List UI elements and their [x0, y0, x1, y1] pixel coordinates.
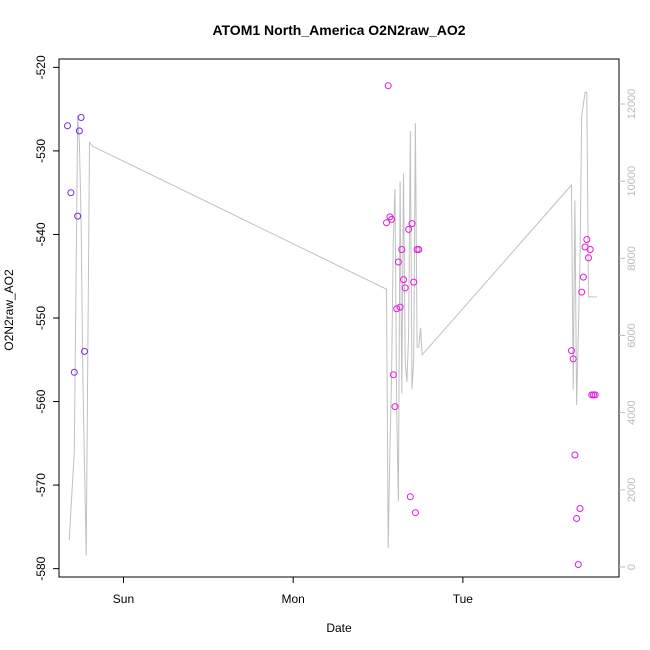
- y-left-tick-label: -530: [34, 139, 48, 163]
- data-point: [571, 451, 579, 459]
- data-point: [574, 561, 582, 568]
- series-line-0: [68, 91, 597, 556]
- y-left-tick-label: -520: [34, 55, 48, 79]
- data-point: [391, 403, 399, 411]
- data-point: [384, 82, 392, 90]
- data-point: [64, 122, 71, 130]
- data-point: [576, 505, 584, 512]
- data-point: [81, 347, 88, 355]
- y-left-tick-label: -580: [34, 556, 48, 580]
- data-point: [383, 219, 390, 227]
- data-point: [389, 371, 397, 379]
- y-right-tick-label: 4000: [626, 400, 638, 424]
- data-point: [583, 236, 591, 243]
- data-point: [578, 288, 586, 296]
- x-tick-label: Tue: [453, 592, 474, 606]
- data-point: [394, 258, 402, 266]
- y-left-tick-label: -560: [34, 389, 48, 413]
- data-point: [401, 284, 409, 292]
- data-point: [585, 254, 592, 262]
- data-point: [400, 276, 407, 284]
- data-point: [396, 303, 404, 311]
- data-point: [70, 368, 78, 376]
- data-point: [388, 215, 396, 223]
- data-point: [410, 278, 418, 286]
- y-left-tick-label: -550: [34, 306, 48, 330]
- y-right-tick-label: 12000: [626, 89, 638, 120]
- data-point: [408, 220, 416, 228]
- data-point: [586, 246, 594, 253]
- data-point: [75, 127, 83, 135]
- data-point: [398, 246, 406, 253]
- y-axis-label: O2N2raw_AO2: [2, 269, 16, 351]
- y-left-tick-label: -540: [34, 222, 48, 246]
- y-axis-right: 0 2000 4000 6000 8000 10000 12000: [619, 89, 638, 570]
- y-right-tick-label: 10000: [626, 166, 638, 197]
- y-right-tick-label: 8000: [626, 246, 638, 270]
- data-point: [579, 273, 587, 281]
- points-layer: [64, 82, 599, 568]
- x-tick-label: Mon: [282, 592, 305, 606]
- x-axis-label: Date: [326, 621, 352, 635]
- data-point: [591, 391, 599, 399]
- data-point: [415, 246, 423, 253]
- y-right-tick-label: 2000: [626, 478, 638, 502]
- chart-title: ATOM1 North_America O2N2raw_AO2: [212, 22, 465, 38]
- data-point: [568, 347, 575, 355]
- data-point: [573, 515, 581, 522]
- data-point: [406, 493, 414, 501]
- data-point: [77, 114, 85, 121]
- y-right-tick-label: 6000: [626, 323, 638, 347]
- x-tick-label: Sun: [113, 592, 134, 606]
- y-left-tick-label: -570: [34, 473, 48, 497]
- x-axis: Sun Mon Tue: [113, 577, 474, 606]
- data-point: [393, 305, 401, 313]
- data-point: [411, 509, 419, 517]
- data-point: [569, 355, 577, 363]
- y-axis-left: -520 -530 -540 -550 -560 -570 -580: [34, 55, 59, 581]
- line-layer: [68, 91, 597, 556]
- data-point: [74, 212, 82, 220]
- data-point: [405, 225, 413, 233]
- y-right-tick-label: 0: [626, 564, 638, 570]
- data-point: [67, 189, 75, 197]
